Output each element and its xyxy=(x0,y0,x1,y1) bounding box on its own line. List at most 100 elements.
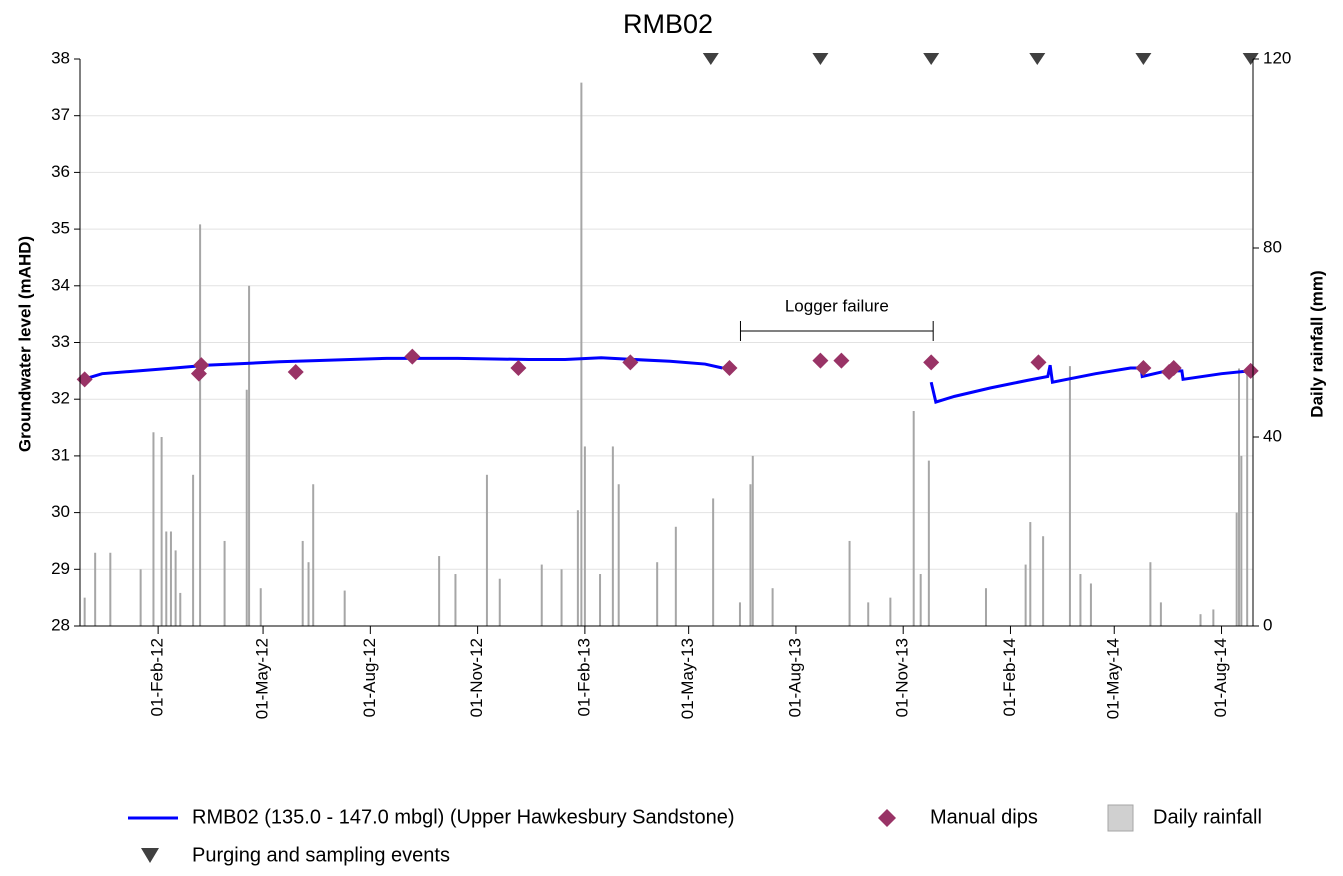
rain-bar xyxy=(192,474,195,626)
y2-tick-label: 120 xyxy=(1263,48,1291,67)
legend-label: RMB02 (135.0 - 147.0 mbgl) (Upper Hawkes… xyxy=(192,806,734,828)
rain-bar xyxy=(83,597,86,626)
manual-dip xyxy=(1135,360,1152,377)
rain-bar xyxy=(674,526,677,626)
manual-dip xyxy=(76,371,93,388)
rain-bar xyxy=(599,574,602,626)
rain-bar xyxy=(174,550,177,626)
y-tick-label: 28 xyxy=(51,615,70,634)
rain-bar xyxy=(1159,602,1162,626)
rain-bar xyxy=(307,562,310,626)
rain-bar xyxy=(1149,562,1152,626)
rain-bar xyxy=(169,531,172,626)
y2-tick-label: 80 xyxy=(1263,237,1282,256)
x-tick-label: 01-Aug-14 xyxy=(1211,638,1230,717)
x-tick-label: 01-Nov-13 xyxy=(893,638,912,717)
sampling-event xyxy=(702,53,719,65)
rain-bar xyxy=(109,552,112,626)
rain-bar xyxy=(1042,536,1045,626)
rain-bar xyxy=(223,540,226,626)
rain-bar xyxy=(1212,609,1215,626)
annotation-bracket xyxy=(739,321,934,341)
manual-dip xyxy=(721,360,738,377)
rain-bar xyxy=(617,484,620,626)
y2-tick-label: 40 xyxy=(1263,426,1282,445)
rain-bar xyxy=(1240,455,1243,626)
rain-bar xyxy=(580,82,583,626)
rain-bar xyxy=(1029,522,1032,626)
manual-dip xyxy=(1030,354,1047,371)
rain-bar xyxy=(259,588,262,626)
rain-bar xyxy=(301,540,304,626)
rain-bar xyxy=(611,446,614,626)
x-tick-label: 01-Aug-13 xyxy=(785,638,804,717)
manual-dip xyxy=(193,357,210,374)
y-tick-label: 37 xyxy=(51,105,70,124)
legend-label: Purging and sampling events xyxy=(192,844,450,866)
y-tick-label: 36 xyxy=(51,162,70,181)
rain-bar xyxy=(454,574,457,626)
legend-swatch xyxy=(141,848,159,863)
rain-bar xyxy=(1024,564,1027,626)
rain-bar xyxy=(738,602,741,626)
rain-bar xyxy=(889,597,892,626)
x-tick-label: 01-Aug-12 xyxy=(360,638,379,717)
rain-bar xyxy=(867,602,870,626)
y-tick-label: 29 xyxy=(51,559,70,578)
rain-bar xyxy=(1079,574,1082,626)
x-tick-label: 01-Feb-12 xyxy=(148,638,167,716)
legend-swatch xyxy=(1107,804,1134,832)
y2-axis-title: Daily rainfall (mm) xyxy=(1307,270,1326,417)
water-level-line xyxy=(83,356,1250,404)
rain-bar xyxy=(656,562,659,626)
legend-label: Manual dips xyxy=(930,806,1038,828)
legend-swatch xyxy=(878,809,896,827)
x-tick-label: 01-May-12 xyxy=(253,638,272,719)
rain-bar xyxy=(94,552,97,626)
rain-bar xyxy=(751,455,754,626)
rain-bar xyxy=(245,389,248,626)
grid xyxy=(80,115,1253,570)
rain-bar xyxy=(927,460,930,626)
manual-dip xyxy=(622,354,639,371)
y-tick-label: 30 xyxy=(51,502,70,521)
rain-bar xyxy=(1238,368,1241,626)
x-tick-label: 01-Feb-14 xyxy=(1000,638,1019,716)
rain-bar xyxy=(248,285,251,626)
manual-dip xyxy=(510,360,527,377)
y-tick-label: 32 xyxy=(51,389,70,408)
manual-dip xyxy=(287,363,304,380)
sampling-event xyxy=(1242,53,1259,65)
rain-bar xyxy=(749,484,752,626)
sampling-event xyxy=(1135,53,1152,65)
rain-bar xyxy=(919,574,922,626)
manual-dip xyxy=(1242,362,1259,379)
manual-dip xyxy=(833,352,850,369)
sampling-event xyxy=(923,53,940,65)
rain-bar xyxy=(583,446,586,626)
rain-bar xyxy=(152,432,155,626)
plot xyxy=(76,53,1259,626)
rain-bar xyxy=(712,498,715,626)
chart-title: RMB02 xyxy=(623,9,713,39)
rain-bar xyxy=(343,590,346,626)
rain-bar xyxy=(139,569,142,626)
x-tick-label: 01-May-14 xyxy=(1104,638,1123,719)
annotation: Logger failure xyxy=(785,296,889,315)
x-tick-label: 01-May-13 xyxy=(678,638,697,719)
rain-bar xyxy=(1089,583,1092,626)
rain-bar xyxy=(1235,512,1238,626)
rain-bar xyxy=(848,540,851,626)
manual-dip xyxy=(812,352,829,369)
y-tick-label: 33 xyxy=(51,332,70,351)
rain-bar xyxy=(912,411,915,626)
rain-bar xyxy=(1068,366,1071,626)
rain-bar xyxy=(984,588,987,626)
manual-dip xyxy=(1165,360,1182,377)
rain-bar xyxy=(485,474,488,626)
rain-bar xyxy=(498,578,501,626)
sampling-event xyxy=(812,53,829,65)
manual-dip xyxy=(923,354,940,371)
y-axis-title: Groundwater level (mAHD) xyxy=(15,236,34,452)
